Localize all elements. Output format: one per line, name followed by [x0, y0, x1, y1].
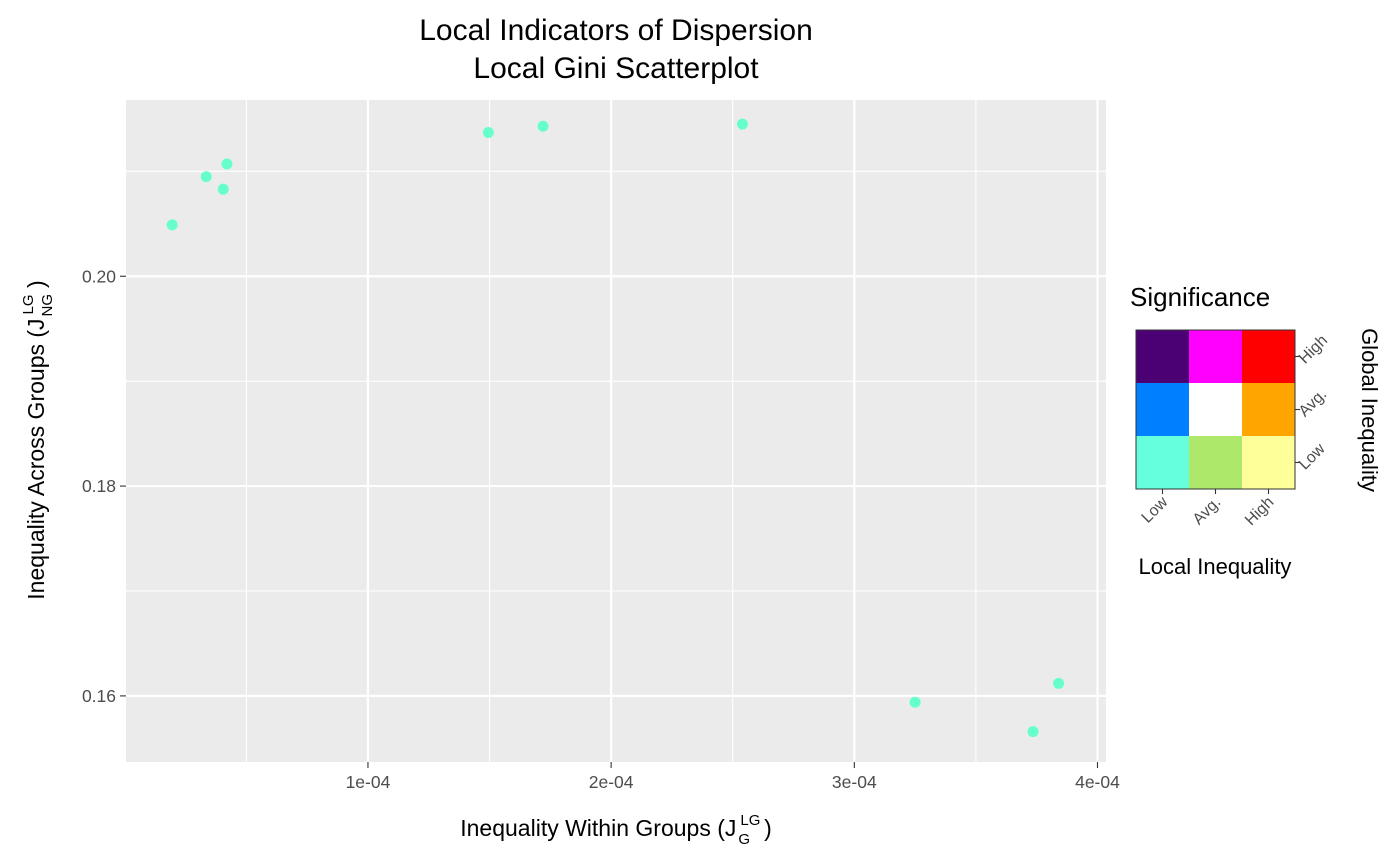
legend-cell — [1136, 330, 1189, 383]
y-axis: 0.16 0.18 0.20 — [82, 266, 126, 706]
y-tick-label: 0.20 — [82, 266, 116, 286]
legend-cell — [1136, 436, 1189, 489]
legend-grid — [1135, 329, 1296, 490]
major-gridlines — [126, 100, 1106, 762]
data-points — [166, 118, 1065, 738]
data-point — [217, 183, 229, 195]
y-axis-title: Inequality Across Groups (JLG NG) — [20, 280, 56, 599]
legend-y-tick-label: High — [1296, 332, 1331, 367]
legend-x-tick-label: Low — [1139, 493, 1172, 526]
data-point — [221, 158, 233, 170]
data-point — [1053, 677, 1065, 689]
legend-cell — [1242, 383, 1295, 436]
x-tick-label: 4e-04 — [1075, 772, 1120, 792]
legend-cell — [1242, 330, 1295, 383]
plot-panel — [126, 100, 1106, 762]
legend-cell — [1189, 330, 1242, 383]
legend-x-tick-label: High — [1242, 494, 1277, 529]
x-axis: 1e-04 2e-04 3e-04 4e-04 — [346, 762, 1120, 792]
x-tick-label: 2e-04 — [589, 772, 634, 792]
y-tick-label: 0.18 — [82, 476, 116, 496]
legend-y-title: Global Inequality — [1357, 328, 1382, 492]
minor-gridlines — [126, 100, 1106, 762]
legend-cell — [1136, 383, 1189, 436]
data-point — [736, 118, 748, 130]
significance-legend: Significance Low Avg. High Low Avg. High Loca… — [1130, 282, 1382, 579]
x-tick-label: 3e-04 — [832, 772, 877, 792]
chart-title-line-2: Local Gini Scatterplot — [473, 52, 759, 85]
y-tick-label: 0.16 — [82, 686, 116, 706]
legend-x-tick-label: Avg. — [1190, 494, 1224, 528]
legend-y-tick-label: Low — [1296, 440, 1329, 473]
legend-cell — [1189, 383, 1242, 436]
data-point — [1027, 726, 1039, 738]
data-point — [166, 219, 178, 231]
chart-title-line-1: Local Indicators of Dispersion — [419, 14, 813, 47]
legend-cell — [1242, 436, 1295, 489]
legend-title: Significance — [1130, 282, 1270, 312]
data-point — [909, 696, 921, 708]
legend-cell — [1189, 436, 1242, 489]
legend-y-tick-label: Avg. — [1296, 386, 1330, 420]
x-tick-label: 1e-04 — [346, 772, 391, 792]
legend-x-title: Local Inequality — [1139, 554, 1292, 579]
data-point — [537, 120, 549, 132]
x-axis-title: Inequality Within Groups (J LG G) — [460, 812, 771, 848]
data-point — [200, 171, 212, 183]
data-point — [482, 127, 494, 139]
